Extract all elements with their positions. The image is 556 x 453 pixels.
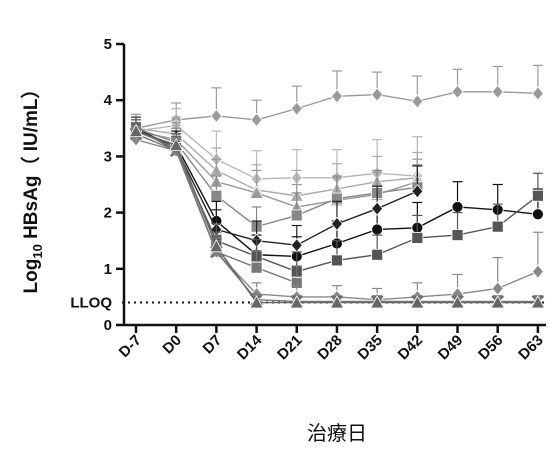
x-tick-label: D14 <box>234 331 266 363</box>
lloq-label: LLOQ <box>70 295 112 312</box>
y-tick-label: 0 <box>104 317 112 334</box>
x-tick-label: D63 <box>515 332 546 363</box>
square-marker <box>331 255 342 266</box>
diamond-marker <box>291 239 302 252</box>
diamond-marker <box>331 90 342 103</box>
circle-marker <box>452 201 463 212</box>
diamond-marker <box>492 85 503 98</box>
square-marker <box>251 262 262 273</box>
series-0 <box>131 65 544 134</box>
diamond-marker <box>211 109 222 122</box>
square-marker <box>492 221 503 232</box>
x-tick-label: D56 <box>475 332 506 363</box>
diamond-marker <box>251 113 262 126</box>
x-tick-label: D28 <box>314 332 345 363</box>
x-tick-label: D49 <box>435 332 466 363</box>
x-axis-title: 治療日 <box>307 421 367 445</box>
diamond-marker <box>412 95 423 108</box>
y-tick-label: 4 <box>104 92 113 109</box>
circle-marker <box>532 209 543 220</box>
square-marker <box>412 232 423 243</box>
axes <box>124 44 546 325</box>
diamond-marker <box>492 282 503 295</box>
diamond-marker <box>291 102 302 115</box>
y-tick-label: 1 <box>104 261 112 278</box>
y-axis-ticks: 0 1 2 3 4 5 <box>104 36 124 334</box>
x-tick-label: D7 <box>200 332 226 358</box>
square-marker <box>291 210 302 221</box>
x-tick-label: D35 <box>354 332 385 363</box>
series-layer <box>130 65 545 308</box>
x-tick-label: D0 <box>159 332 185 358</box>
y-axis-title: Log10 HBsAg（ IU/mL） <box>19 80 45 294</box>
square-marker <box>372 249 383 260</box>
diamond-marker <box>452 85 463 98</box>
x-tick-label: D21 <box>274 332 305 363</box>
x-tick-label: D-7 <box>116 332 145 361</box>
y-tick-label: 3 <box>104 148 112 165</box>
square-marker <box>211 190 222 201</box>
circle-marker <box>372 224 383 235</box>
square-marker <box>452 230 463 241</box>
diamond-marker <box>372 202 383 215</box>
square-marker <box>532 190 543 201</box>
x-axis-ticks: D-7 D0 D7 D14 D21 D28 D35 D42 D49 D56 D63 <box>116 325 547 363</box>
diamond-marker <box>532 265 543 278</box>
y-tick-label: 2 <box>104 205 112 222</box>
x-tick-label: D42 <box>395 332 426 363</box>
diamond-marker <box>532 87 543 100</box>
diamond-marker <box>372 88 383 101</box>
y-tick-label: 5 <box>104 36 112 53</box>
diamond-marker <box>331 217 342 230</box>
